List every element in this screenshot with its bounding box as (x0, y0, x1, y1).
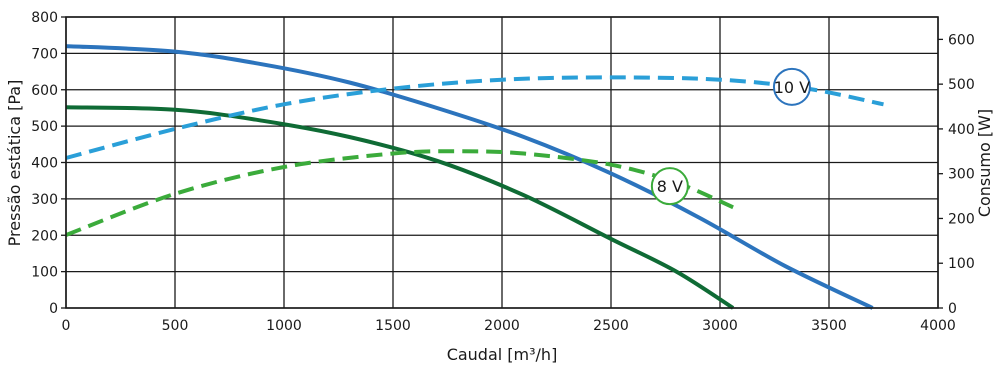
series-pressure-10v-line (65, 44, 874, 310)
x-tick-label: 2000 (484, 318, 520, 334)
x-tick-label: 0 (62, 318, 71, 334)
y-tick-label: 800 (31, 10, 58, 26)
y2-tick-label: 600 (948, 32, 975, 48)
tick-labels: 0 500 1000 1500 2000 2500 3000 3500 400001002003… (31, 10, 974, 334)
series-consumption-8v-line (65, 149, 734, 237)
y-tick-label: 300 (31, 192, 58, 208)
x-tick-label: 1500 (375, 318, 411, 334)
x-tick-label: 500 (162, 318, 189, 334)
x-axis-title: Caudal [m³/h] (447, 345, 558, 364)
series-consumption-10v-line (65, 75, 884, 160)
y2-axis-title: Consumo [W] (975, 109, 994, 217)
y2-tick-label: 300 (948, 167, 975, 183)
y-tick-label: 0 (49, 301, 58, 317)
y-tick-label: 200 (31, 228, 58, 244)
curve-tags: 10 V 8 V (650, 67, 811, 206)
series-pressure-8v-line (65, 105, 735, 310)
y-tick-label: 700 (31, 46, 58, 62)
x-tick-label: 2500 (593, 318, 629, 334)
curve-tag-label: 10 V (774, 78, 810, 97)
grid (61, 16, 943, 309)
y2-tick-label: 200 (948, 211, 975, 227)
x-tick-label: 3500 (811, 318, 847, 334)
y2-tick-label: 400 (948, 122, 975, 138)
y-tick-label: 500 (31, 119, 58, 135)
curve-tag-label: 8 V (657, 177, 683, 196)
series-group (65, 44, 884, 310)
x-tick-label: 4000 (920, 318, 956, 334)
y-tick-label: 600 (31, 83, 58, 99)
y-tick-label: 100 (31, 265, 58, 281)
y-tick-label: 400 (31, 156, 58, 172)
x-tick-label: 1000 (266, 318, 302, 334)
x-tick-label: 3000 (702, 318, 738, 334)
curve-tag-circle (772, 67, 811, 106)
y2-tick-label: 500 (948, 77, 975, 93)
y-axis-title: Pressão estática [Pa] (5, 80, 24, 247)
y2-tick-label: 100 (948, 256, 975, 272)
curve-tag-circle (650, 167, 689, 206)
y2-tick-label: 0 (948, 301, 957, 317)
plot-frame (65, 16, 939, 309)
